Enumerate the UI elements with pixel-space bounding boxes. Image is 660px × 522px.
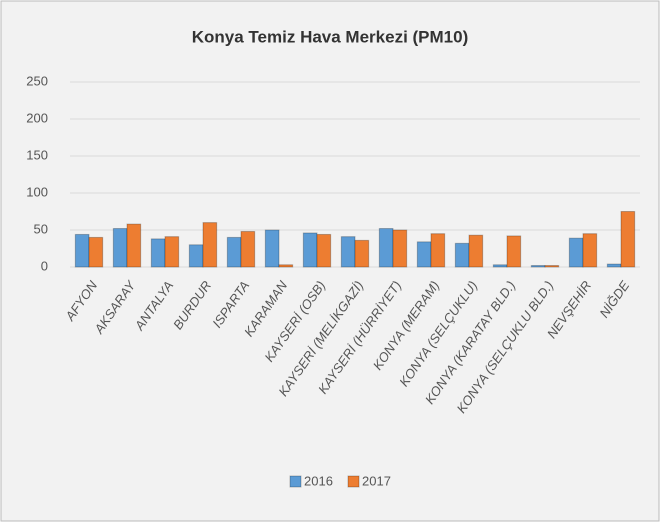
bar [454,242,470,268]
y-tick-label: 150 [26,147,48,162]
bar [606,263,622,268]
chart-title: Konya Temiz Hava Merkezi (PM10) [192,27,469,46]
y-tick-label: 100 [26,184,48,199]
bar [392,229,408,268]
y-tick-label: 200 [26,110,48,125]
legend-label: 2017 [362,473,391,488]
y-tick-label: 250 [26,73,48,88]
bar [112,228,128,268]
bar [126,223,142,268]
bar [202,222,218,268]
bar [492,264,508,268]
bar [150,238,166,268]
bar [240,230,256,268]
bar [506,235,522,268]
y-tick-label: 50 [34,221,48,236]
bar [278,264,294,268]
bar [568,237,584,268]
legend-swatch [347,475,360,488]
legend-label: 2016 [304,473,333,488]
bar [354,239,370,268]
bar [430,233,446,268]
bar [530,265,546,268]
bar [340,236,356,268]
bar [264,229,280,268]
bar [416,241,432,268]
bar [188,244,204,268]
bar [302,232,318,268]
bar [582,233,598,268]
bar [316,233,332,268]
y-tick-label: 0 [41,258,48,273]
bar [164,236,180,268]
bar [74,233,90,268]
legend-swatch [289,475,302,488]
bar [226,236,242,268]
bar [378,228,394,268]
bar [88,236,104,268]
bar [544,265,560,268]
bar [468,234,484,268]
bar [620,211,636,268]
